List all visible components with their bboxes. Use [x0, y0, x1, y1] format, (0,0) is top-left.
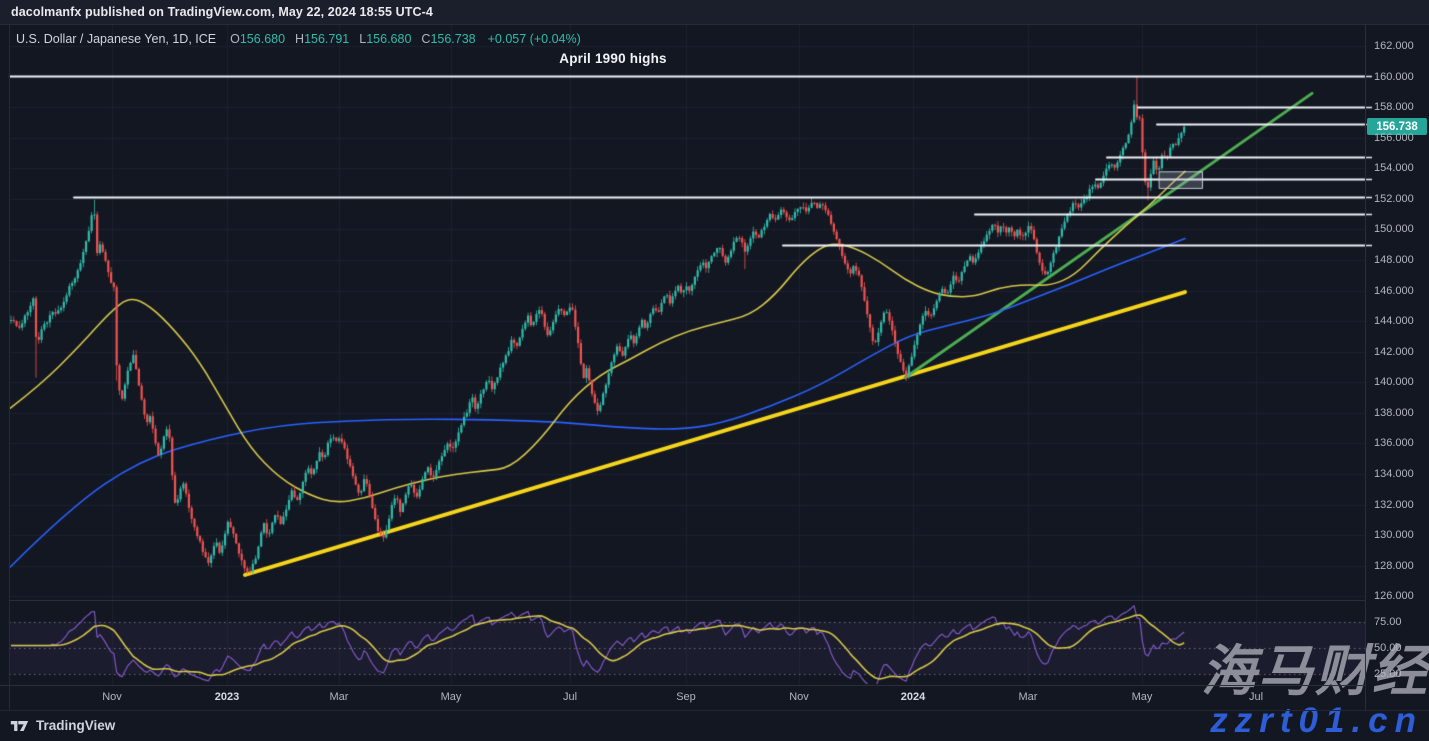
price-axis-label: 160.000 [1374, 70, 1414, 83]
price-axis-label: 142.000 [1374, 345, 1414, 358]
pane-split-line[interactable] [9, 600, 1365, 601]
price-axis-label: 148.000 [1374, 253, 1414, 266]
time-axis-label: Nov [102, 691, 122, 703]
ohlc-pair: C156.738 [421, 32, 476, 46]
change-value: +0.057 (+0.04%) [487, 32, 581, 46]
price-axis-label: 130.000 [1374, 529, 1414, 542]
time-axis-label: 2024 [900, 691, 926, 703]
indicator-axis-label: 75.00 [1374, 615, 1402, 628]
time-axis-label: Jul [562, 691, 578, 703]
time-axis-label: Mar [329, 691, 349, 703]
price-axis-label: 150.000 [1374, 223, 1414, 236]
price-axis-label: 152.000 [1374, 192, 1414, 205]
ohlc-values: O156.680 H156.791 L156.680 C156.738 [230, 32, 486, 46]
chart-left-border [9, 24, 10, 710]
time-axis-label: May [440, 691, 462, 703]
ohlc-pair: L156.680 [359, 32, 412, 46]
price-axis-label: 144.000 [1374, 315, 1414, 328]
price-axis-label: 126.000 [1374, 590, 1414, 603]
tradingview-brand-text[interactable]: TradingView [36, 718, 116, 733]
price-axis-label: 132.000 [1374, 498, 1414, 511]
publish-bar: dacolmanfx published on TradingView.com,… [0, 0, 1429, 25]
time-axis-label: May [1131, 691, 1153, 703]
time-axis-label: 2023 [214, 691, 240, 703]
last-price-badge: 156.738 [1367, 118, 1427, 136]
time-axis-label: Mar [1018, 691, 1038, 703]
price-axis-label: 154.000 [1374, 162, 1414, 175]
tradingview-logo-icon[interactable] [10, 719, 29, 733]
price-axis-label: 134.000 [1374, 467, 1414, 480]
ohlc-pair: H156.791 [295, 32, 350, 46]
time-axis-label: Sep [676, 691, 696, 703]
price-axis-label: 140.000 [1374, 376, 1414, 389]
indicator-axis-label: 50.00 [1374, 642, 1402, 654]
time-axis[interactable]: Nov 2023 Mar May Jul Sep Nov 2024 Mar May Jul [0, 685, 1365, 711]
symbol-title[interactable]: U.S. Dollar / Japanese Yen, 1D, ICE [16, 32, 217, 46]
annotation-april-1990-highs: April 1990 highs [559, 51, 667, 66]
price-axis-label: 128.000 [1374, 559, 1414, 572]
time-axis-label: Nov [789, 691, 809, 703]
price-axis-label: 158.000 [1374, 101, 1414, 114]
symbol-legend: U.S. Dollar / Japanese Yen, 1D, ICE O156… [16, 32, 581, 46]
ohlc-pair: O156.680 [230, 32, 286, 46]
price-axis-label: 138.000 [1374, 406, 1414, 419]
footer-bar: TradingView [0, 710, 1429, 740]
price-axis-label: 162.000 [1374, 40, 1414, 52]
price-axis-label: 146.000 [1374, 284, 1414, 297]
watermark-cn-text: 海马财经 [1200, 640, 1429, 702]
price-axis-label: 156.000 [1374, 131, 1414, 144]
price-axis-label: 136.000 [1374, 437, 1414, 450]
indicator-axis-label: 25.00 [1374, 668, 1402, 681]
price-axis[interactable]: 156.738 162.000 160.000 158.000 156.000 154.… [1365, 24, 1429, 710]
publish-line: dacolmanfx published on TradingView.com,… [11, 5, 433, 19]
watermark-url-text: zzrt01.cn [1210, 701, 1423, 740]
time-axis-label: Jul [1248, 691, 1264, 703]
